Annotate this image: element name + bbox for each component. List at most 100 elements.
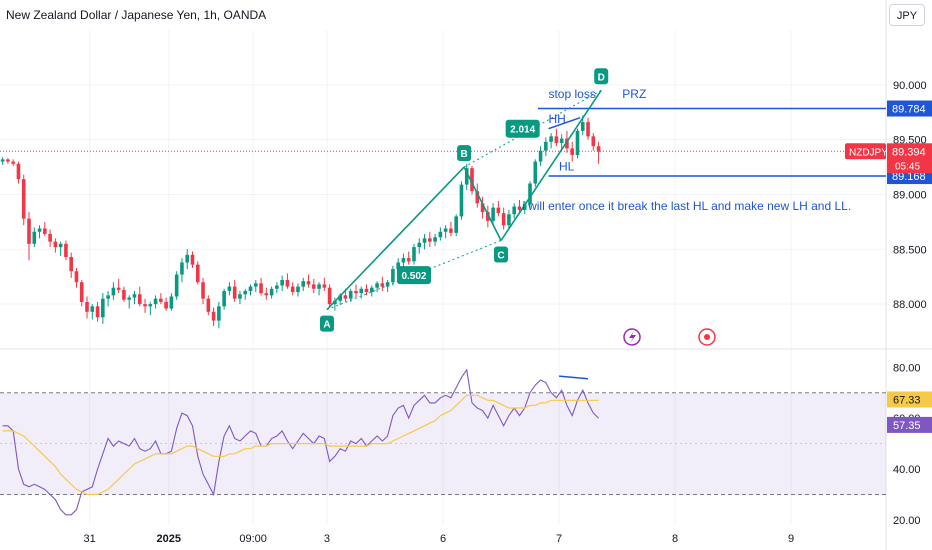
candle-body [290, 286, 295, 293]
horizontal-levels[interactable] [0, 107, 886, 177]
pattern-point-a[interactable]: A [319, 315, 334, 332]
candle-body [306, 281, 311, 285]
hh-line[interactable] [548, 117, 581, 130]
ratio-label[interactable]: 2.014 [505, 119, 540, 138]
last-price-label[interactable]: NZDJPY 89.394 05:45 [845, 143, 932, 174]
candle-body [591, 136, 596, 147]
symbol-title: New Zealand Dollar / Japanese Yen, 1h, O… [6, 8, 266, 22]
symbol-text: NZDJPY [849, 147, 888, 158]
rsi-value-bg [887, 391, 932, 408]
leg-bc[interactable] [463, 166, 502, 241]
ratio-line-bd[interactable] [463, 89, 602, 168]
level-price-label[interactable]: 89.784 [887, 100, 932, 117]
candle-body [0, 159, 5, 162]
candle-body [243, 290, 248, 295]
time-tick-label: 2025 [157, 533, 181, 545]
candle-body [507, 214, 511, 226]
price-tick-label: 89.000 [893, 189, 927, 201]
ratio-line-ac[interactable] [326, 240, 502, 311]
pattern-point-c[interactable]: C [494, 246, 509, 263]
rsi-value[interactable]: 57.35 [887, 416, 932, 433]
candle-body [422, 238, 427, 243]
pattern-point-d[interactable]: D [594, 68, 609, 85]
candle-body [438, 231, 443, 238]
candle-body [522, 204, 527, 210]
candle-body [370, 287, 374, 293]
candle-body [227, 286, 232, 291]
time-axis[interactable]: 31 2025 09:00 3 6 7 8 9 [84, 533, 795, 545]
price-axis[interactable]: 90.00089.50089.00088.50088.00089.78489.1… [845, 80, 932, 311]
rsi-ma-value[interactable]: 67.33 [887, 391, 932, 408]
candle-body [269, 288, 274, 296]
candle-body [375, 283, 379, 288]
last-price-text: 89.394 [892, 146, 926, 158]
ratio-label[interactable]: 0.502 [396, 266, 431, 285]
level-price-text: 89.168 [892, 171, 926, 183]
rsi-divergence-line[interactable] [558, 375, 589, 380]
candle-body [153, 298, 158, 305]
grid [0, 30, 886, 525]
candle-body [396, 262, 400, 270]
candle-body [354, 290, 358, 294]
candle-body [311, 284, 316, 289]
candle-body [11, 161, 15, 164]
ratio-badge [396, 266, 431, 285]
symbol-badge [845, 143, 886, 160]
candle-body [248, 286, 253, 291]
event-icon[interactable] [698, 328, 716, 346]
candle-body [48, 233, 52, 242]
ratio-text: 2.014 [510, 125, 535, 136]
candle-body [74, 271, 79, 283]
candle-body [580, 122, 585, 131]
rsi-tick-label: 80.00 [893, 362, 921, 374]
rsi-pane [0, 368, 886, 516]
candle-body [143, 304, 147, 307]
candle-body [475, 191, 480, 204]
candle-body [433, 237, 437, 242]
point-label: C [497, 251, 504, 262]
time-tick-label: 8 [672, 533, 678, 545]
rsi-value-text: 67.33 [893, 394, 921, 406]
candle-body [264, 293, 269, 296]
candle-body [364, 288, 369, 293]
candle-body [496, 207, 501, 214]
annotation-text: i will enter once it break the last HL a… [522, 199, 851, 213]
lightning-icon[interactable] [623, 328, 641, 346]
candle-body [391, 269, 395, 283]
point-badge [457, 145, 472, 162]
leg-ab[interactable] [326, 166, 465, 311]
candle-body [470, 168, 474, 192]
candle-body [148, 304, 153, 307]
candle-body [69, 256, 73, 272]
candle-body [111, 287, 116, 296]
candle-body [58, 243, 63, 248]
candle-body [417, 242, 422, 248]
currency-button[interactable]: JPY [889, 4, 925, 26]
candle-body [459, 184, 464, 217]
candle-body [95, 306, 100, 318]
leg-cd[interactable] [500, 89, 602, 241]
candle-body [53, 241, 58, 248]
time-tick-label: 7 [556, 533, 562, 545]
candle-body [43, 228, 47, 234]
harmonic-pattern[interactable]: A B C D 0.502 2.014 [319, 68, 609, 332]
candle-body [21, 179, 26, 219]
candle-body [454, 216, 458, 233]
candle-body [238, 294, 242, 299]
candle-body [137, 294, 142, 305]
pattern-point-b[interactable]: B [457, 145, 472, 162]
candle-body [596, 146, 601, 152]
candle-body [559, 138, 564, 143]
rsi-value-bg [887, 416, 932, 433]
point-label: A [323, 320, 330, 331]
candle-body [554, 136, 559, 143]
candle-body [201, 282, 205, 299]
time-tick-label: 31 [84, 533, 96, 545]
candle-body [565, 138, 569, 149]
candle-body [127, 297, 132, 300]
annotation-text: HL [559, 159, 575, 173]
candle-body [101, 298, 105, 318]
